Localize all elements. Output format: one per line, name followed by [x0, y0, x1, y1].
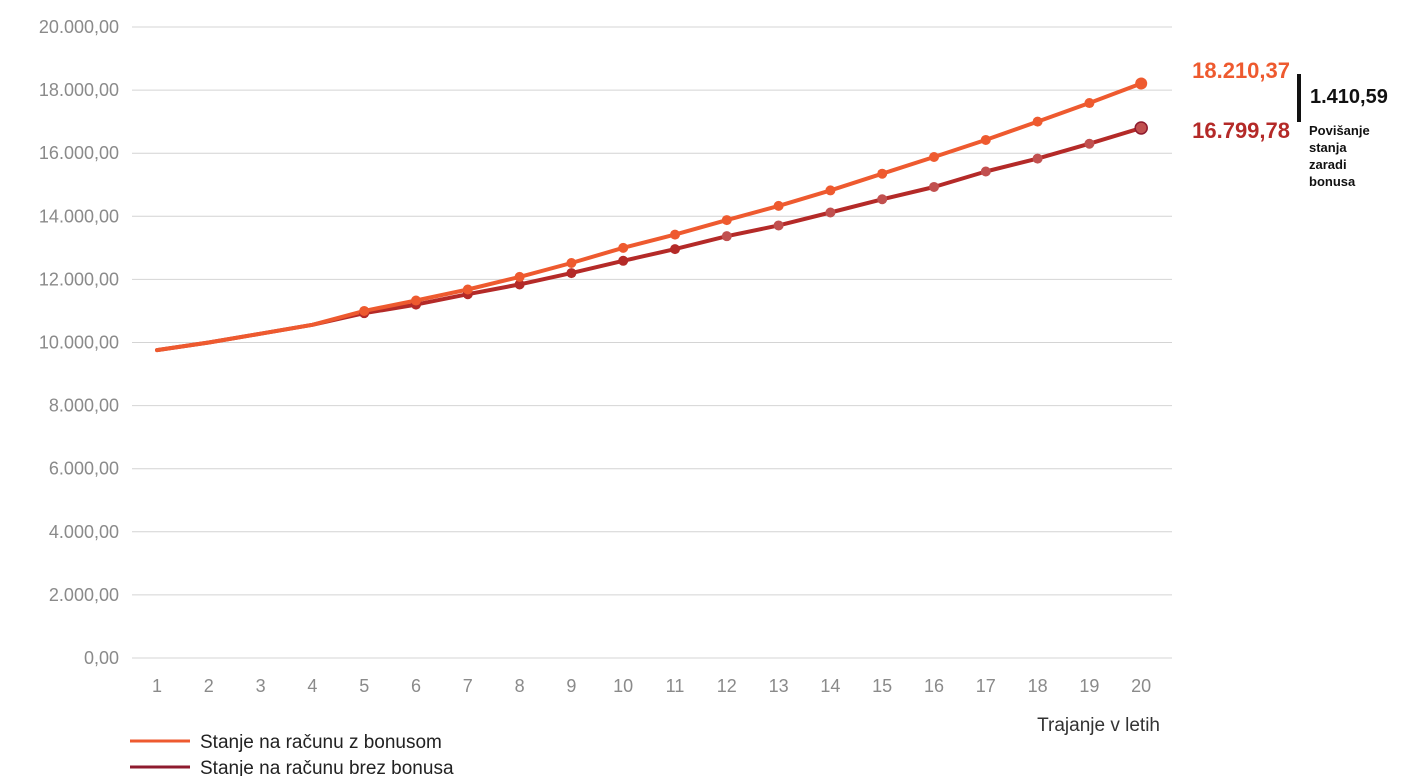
x-tick-label: 18	[1028, 676, 1048, 696]
y-tick-label: 2.000,00	[49, 585, 119, 605]
data-point	[566, 268, 577, 279]
data-point	[773, 220, 784, 231]
y-tick-label: 14.000,00	[39, 206, 119, 226]
data-point	[980, 166, 991, 177]
y-tick-label: 4.000,00	[49, 522, 119, 542]
data-point	[1032, 116, 1043, 127]
legend-label-with-bonus: Stanje na računu z bonusom	[200, 732, 442, 753]
data-point	[721, 215, 732, 226]
data-point	[411, 295, 421, 306]
y-tick-label: 6.000,00	[49, 459, 119, 479]
data-point	[721, 231, 732, 242]
x-tick-label: 17	[976, 676, 996, 696]
data-point	[514, 271, 525, 282]
x-tick-label: 14	[820, 676, 840, 696]
difference-note-line-2: stanja	[1309, 140, 1347, 155]
difference-note-line-3: zaradi	[1309, 157, 1347, 172]
data-point	[670, 244, 680, 255]
x-tick-label: 15	[872, 676, 892, 696]
difference-bracket	[1297, 74, 1301, 122]
y-axis-ticks: 0,00 2.000,00 4.000,00 6.000,00 8.000,00 10.0…	[39, 17, 119, 668]
x-tick-label: 10	[613, 676, 633, 696]
x-tick-label: 5	[359, 676, 369, 696]
x-tick-label: 19	[1079, 676, 1099, 696]
y-tick-label: 20.000,00	[39, 17, 119, 37]
difference-value: 1.410,59	[1310, 86, 1388, 108]
data-point	[1084, 98, 1095, 109]
data-point	[618, 242, 629, 253]
x-tick-label: 7	[463, 676, 473, 696]
y-tick-label: 0,00	[84, 648, 119, 668]
y-tick-label: 18.000,00	[39, 80, 119, 100]
data-point	[1084, 138, 1095, 149]
data-point	[877, 168, 888, 179]
x-axis-label: Trajanje v letih	[1037, 715, 1160, 736]
data-point	[1135, 77, 1148, 90]
data-point	[773, 200, 784, 211]
x-tick-label: 11	[666, 676, 685, 696]
grid-lines	[132, 26, 1172, 659]
x-tick-label: 4	[307, 676, 317, 696]
difference-note-line-4: bonusa	[1309, 174, 1356, 189]
y-tick-label: 16.000,00	[39, 143, 119, 163]
legend-label-without-bonus: Stanje na računu brez bonusa	[200, 758, 454, 776]
x-tick-label: 20	[1131, 676, 1151, 696]
x-tick-label: 12	[717, 676, 737, 696]
x-tick-label: 6	[411, 676, 421, 696]
data-point	[566, 257, 577, 268]
data-point	[618, 255, 629, 266]
series-line-without-bonus	[155, 126, 1144, 353]
x-tick-label: 9	[566, 676, 576, 696]
x-tick-label: 8	[515, 676, 525, 696]
data-point	[1032, 153, 1043, 164]
data-point	[980, 134, 991, 145]
data-point	[877, 194, 888, 205]
x-tick-label: 13	[769, 676, 789, 696]
end-label-with-bonus: 18.210,37	[1192, 58, 1290, 83]
end-label-without-bonus: 16.799,78	[1192, 118, 1290, 143]
y-tick-label: 8.000,00	[49, 396, 119, 416]
data-point	[514, 279, 525, 290]
series-line-with-bonus	[155, 81, 1144, 353]
y-tick-label: 10.000,00	[39, 333, 119, 353]
x-tick-label: 1	[152, 676, 162, 696]
y-tick-label: 12.000,00	[39, 269, 119, 289]
legend: Stanje na računu z bonusom Stanje na rač…	[130, 732, 454, 776]
data-point	[1134, 121, 1148, 135]
series-lines	[155, 77, 1148, 353]
data-point	[359, 305, 370, 316]
x-tick-label: 16	[924, 676, 944, 696]
data-point	[929, 151, 939, 162]
difference-note-line-1: Povišanje	[1309, 123, 1370, 138]
x-tick-label: 2	[204, 676, 214, 696]
x-tick-label: 3	[256, 676, 266, 696]
data-point	[825, 207, 836, 218]
data-point	[825, 185, 836, 196]
x-axis-ticks: 1 2 3 4 5 6 7 8 9 10 11 12 13 14 15 16 17 18 19 20	[152, 676, 1151, 696]
data-point	[462, 284, 473, 295]
data-point	[670, 229, 680, 240]
data-point	[929, 181, 939, 192]
